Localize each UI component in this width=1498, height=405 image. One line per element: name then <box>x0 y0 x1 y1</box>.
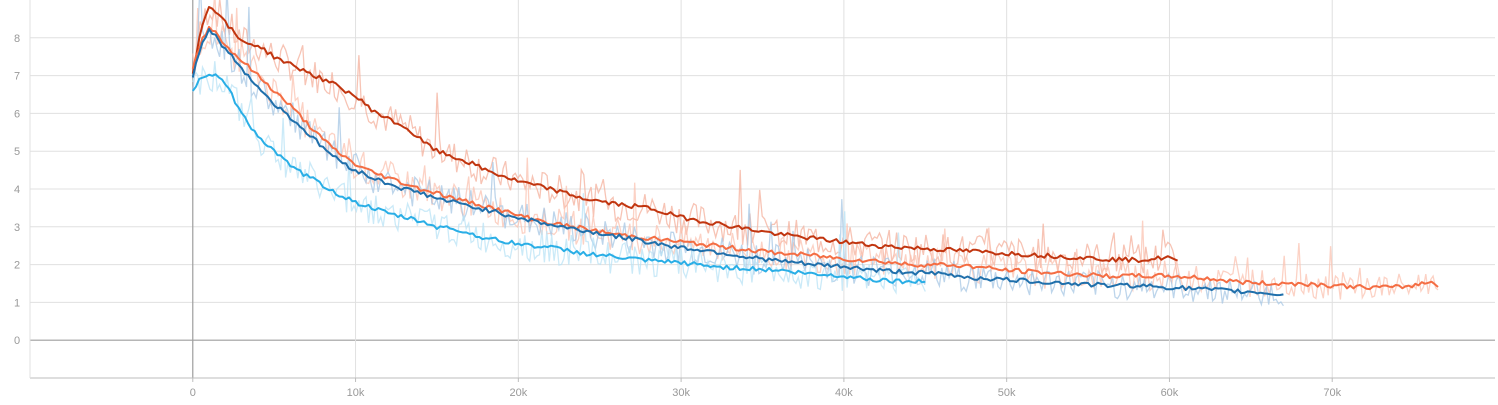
series-2-line <box>191 28 1284 297</box>
y-tick-label: 3 <box>14 222 20 234</box>
tick-labels: 0 1 2 3 4 5 6 7 8 0 10k 20k 30k 40k 50k 60k 70k <box>14 33 1342 399</box>
y-tick-label: 1 <box>14 297 20 309</box>
y-tick-label: 0 <box>14 335 20 347</box>
series-0-line <box>191 6 1179 264</box>
y-tick-label: 4 <box>14 184 20 196</box>
x-tick-label: 70k <box>1323 387 1341 399</box>
y-tick-label: 5 <box>14 146 20 158</box>
x-tick-label: 0 <box>190 387 196 399</box>
axes <box>29 0 1495 382</box>
series-3-raw-line <box>192 61 926 295</box>
x-tick-label: 40k <box>835 387 853 399</box>
y-tick-label: 2 <box>14 260 20 272</box>
series-3-line <box>192 73 926 285</box>
x-tick-label: 60k <box>1161 387 1179 399</box>
x-tick-label: 50k <box>998 387 1016 399</box>
y-tick-label: 8 <box>14 33 20 45</box>
series-1-line <box>191 25 1439 291</box>
x-tick-label: 10k <box>347 387 365 399</box>
y-tick-label: 6 <box>14 108 20 120</box>
y-tick-label: 7 <box>14 71 20 83</box>
smoothed-series <box>191 6 1439 297</box>
x-tick-label: 30k <box>672 387 690 399</box>
raw-series <box>192 0 1439 307</box>
x-tick-label: 20k <box>509 387 527 399</box>
